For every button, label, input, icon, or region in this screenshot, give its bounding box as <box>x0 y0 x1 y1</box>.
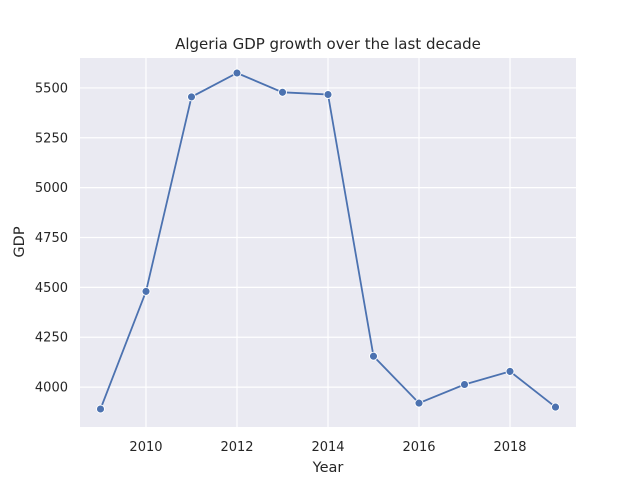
data-point <box>96 404 105 414</box>
grid-lines <box>80 58 576 427</box>
y-tick-label: 5250 <box>35 131 68 146</box>
y-tick-label: 4750 <box>35 231 68 246</box>
x-tick-label: 2012 <box>220 440 253 455</box>
data-point <box>232 68 242 78</box>
y-tick-label: 4000 <box>35 381 68 396</box>
x-tick-label: 2014 <box>311 440 344 455</box>
y-tick-label: 4500 <box>35 281 68 296</box>
data-point <box>278 87 287 97</box>
x-axis-title: Year <box>312 460 344 476</box>
data-point <box>551 402 560 412</box>
series-layer <box>96 68 560 414</box>
data-point <box>460 380 469 389</box>
x-tick-label: 2010 <box>129 440 162 455</box>
data-point <box>141 286 151 296</box>
data-point <box>505 366 515 376</box>
x-axis-ticks: 2010 2012 2014 2016 2018 <box>129 440 526 455</box>
data-point <box>414 398 424 408</box>
data-point <box>369 351 378 361</box>
y-tick-label: 5000 <box>35 181 68 196</box>
y-axis-ticks: 4000 4250 4500 4750 5000 5250 5500 <box>35 81 68 395</box>
chart-title: Algeria GDP growth over the last decade <box>175 35 481 53</box>
x-tick-label: 2018 <box>493 440 526 455</box>
x-tick-label: 2016 <box>402 440 435 455</box>
data-point <box>187 92 196 102</box>
y-tick-label: 5500 <box>35 81 68 96</box>
data-point <box>323 90 333 99</box>
y-axis-title: GDP <box>12 226 28 257</box>
y-tick-label: 4250 <box>35 331 68 346</box>
